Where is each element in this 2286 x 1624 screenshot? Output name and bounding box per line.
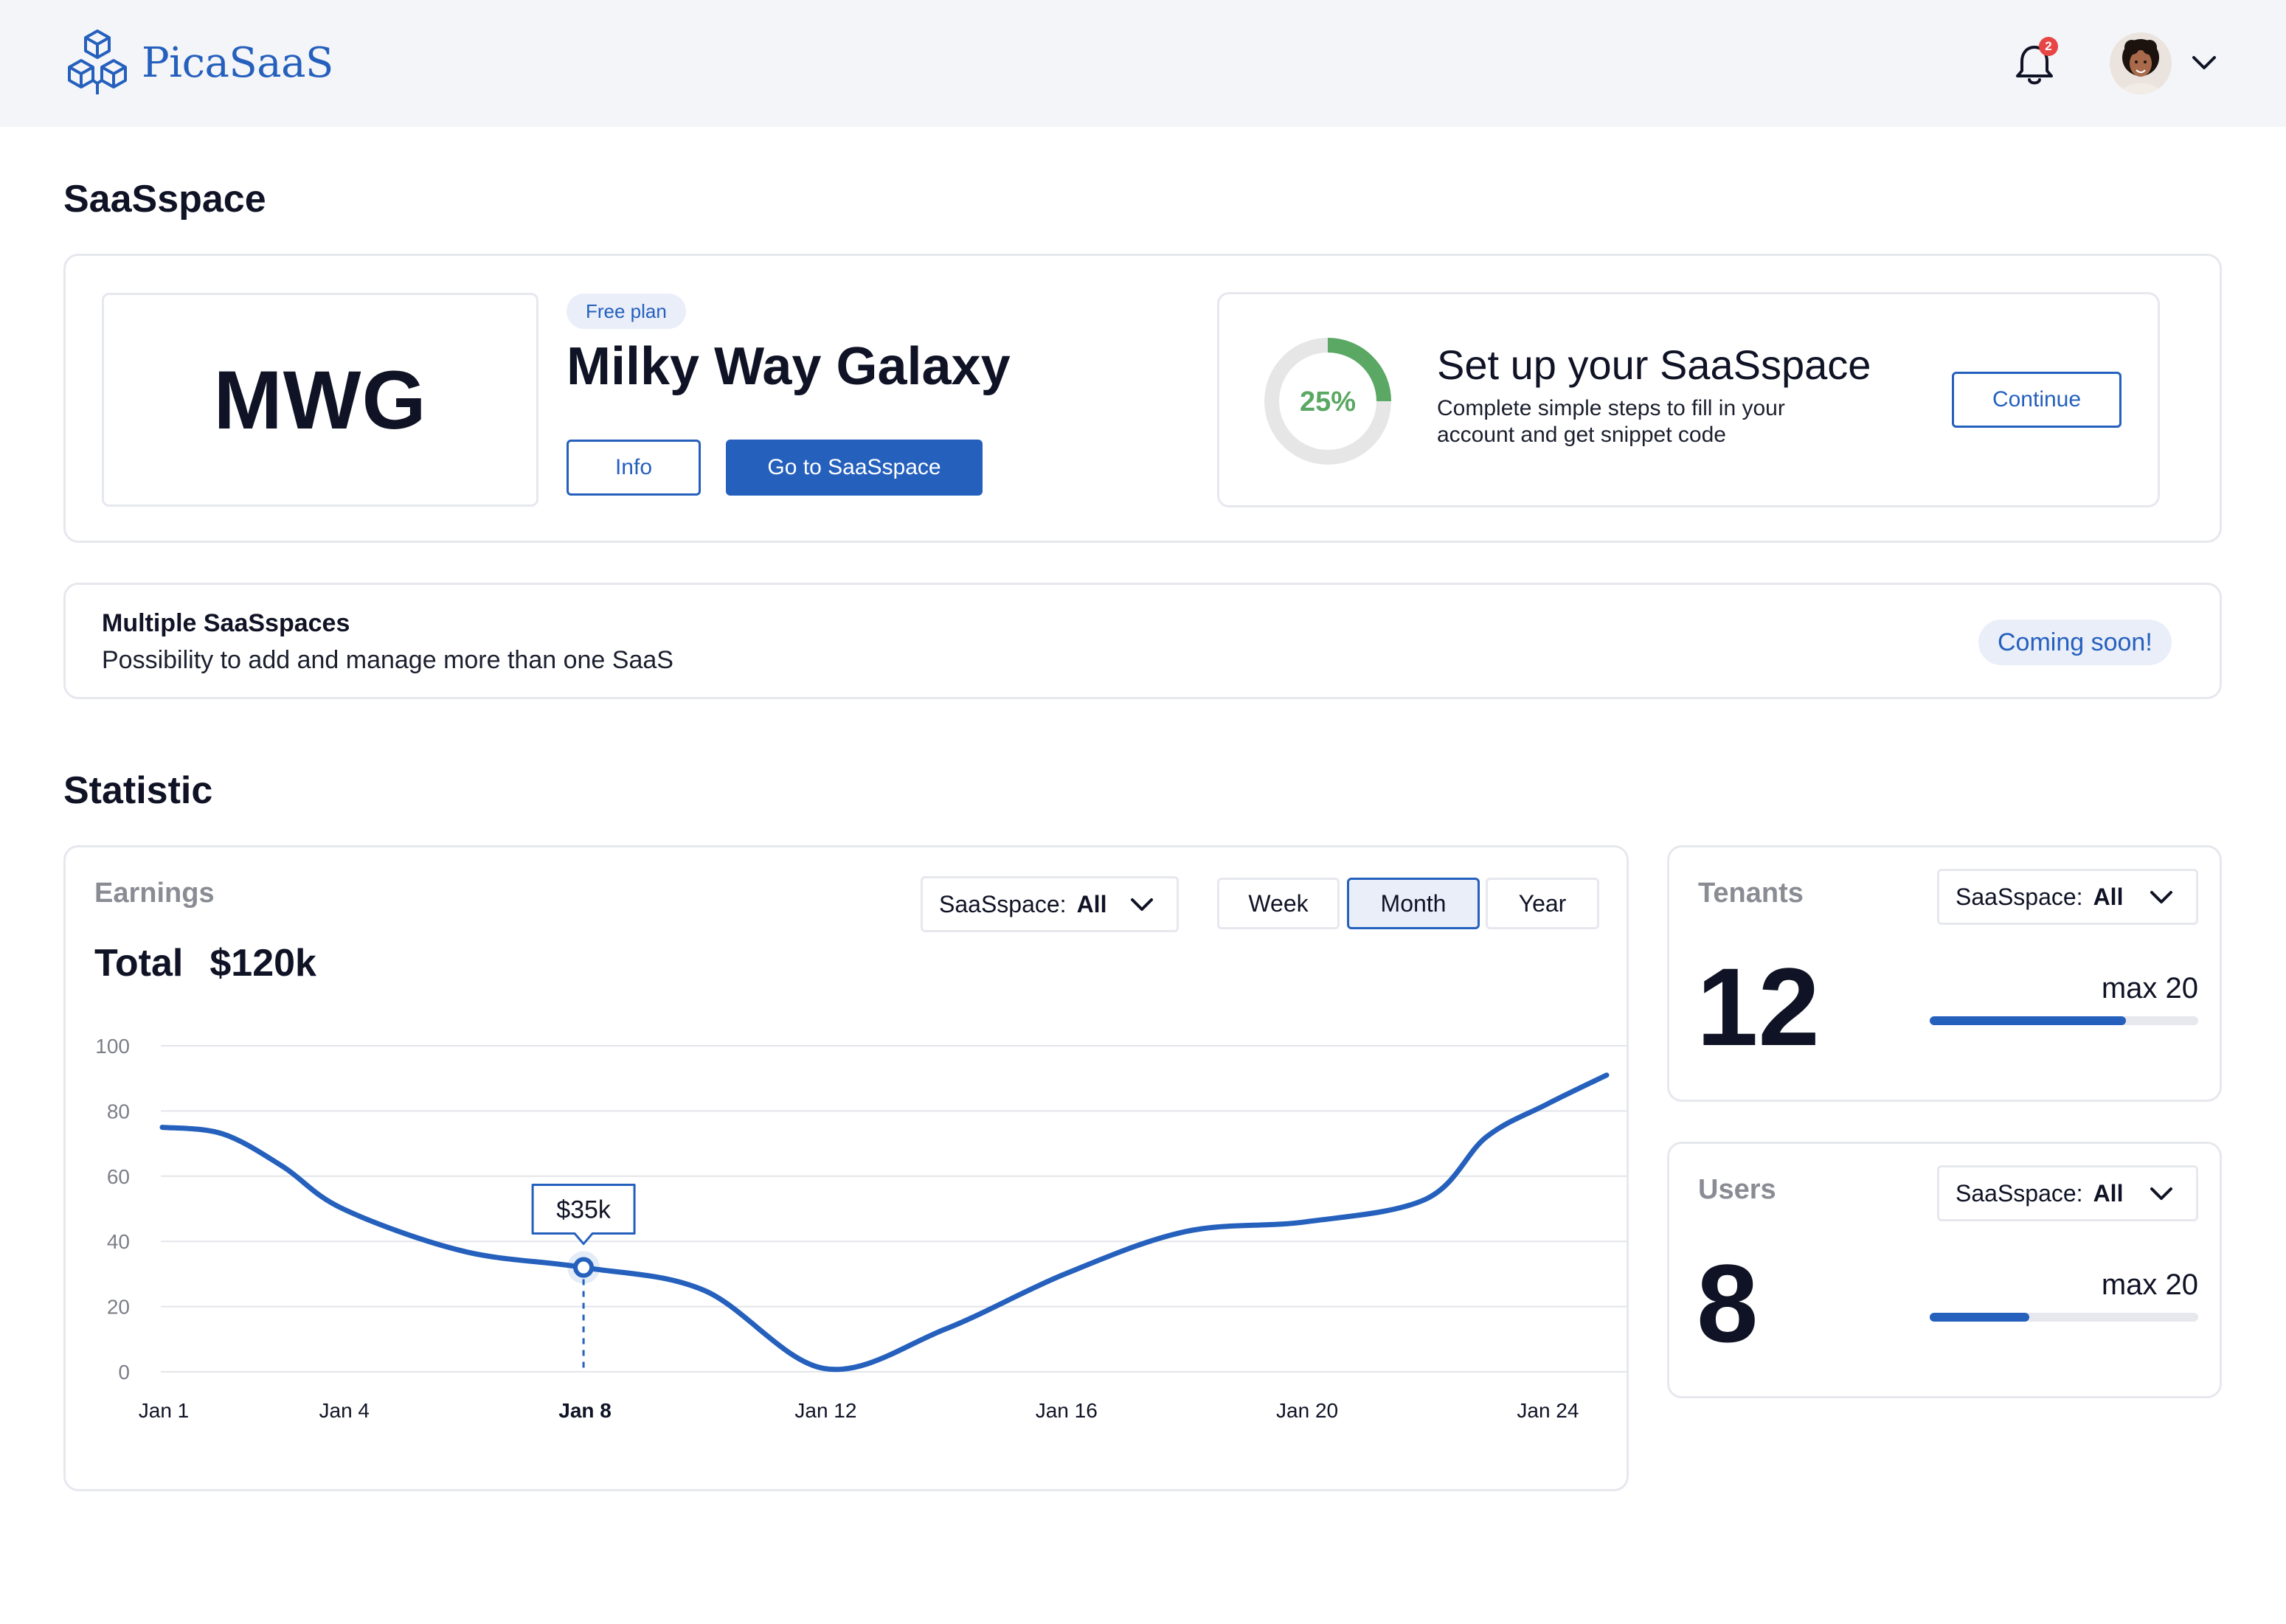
select-value: All	[1076, 890, 1107, 917]
cubes-logo-icon	[68, 30, 127, 94]
tenants-progress-fill	[1930, 1016, 2126, 1025]
logo[interactable]: PicaSaaS	[63, 28, 333, 97]
x-tick-label: Jan 24	[1517, 1399, 1579, 1422]
go-to-saasspace-button[interactable]: Go to SaaSspace	[726, 440, 983, 496]
tenants-max-label: max 20	[2101, 972, 2198, 1004]
y-tick-label: 40	[107, 1230, 130, 1253]
statistic-title: Statistic	[63, 769, 213, 812]
period-week-button[interactable]: Week	[1217, 878, 1340, 929]
x-tick-label: Jan 4	[319, 1399, 370, 1422]
x-tick-label: Jan 16	[1036, 1399, 1098, 1422]
users-count: 8	[1697, 1241, 1759, 1365]
avatar[interactable]	[2110, 32, 2172, 94]
tenants-progress-bar	[1930, 1016, 2198, 1025]
logo-text: PicaSaaS	[142, 38, 333, 87]
tenants-title: Tenants	[1698, 878, 1804, 909]
y-tick-label: 100	[95, 1035, 130, 1058]
total-label: Total	[94, 942, 184, 985]
tenants-saasspace-select[interactable]: SaaSspace: All	[1937, 869, 2198, 925]
tooltip-box	[531, 1184, 636, 1246]
chevron-down-icon	[1131, 898, 1153, 911]
setup-progress-ring: 25%	[1264, 338, 1391, 465]
setup-title: Set up your SaaSspace	[1437, 341, 1871, 388]
notification-count-badge: 2	[2039, 37, 2058, 56]
info-button[interactable]: Info	[567, 440, 701, 496]
x-tick-label: Jan 20	[1276, 1399, 1338, 1422]
setup-description: Complete simple steps to fill in your ac…	[1437, 396, 1785, 447]
earnings-saasspace-select[interactable]: SaaSspace: All	[921, 876, 1179, 932]
y-tick-label: 60	[107, 1165, 130, 1188]
users-title: Users	[1698, 1174, 1776, 1205]
page-title: SaaSspace	[63, 178, 266, 221]
saasspace-name: Milky Way Galaxy	[567, 337, 1011, 396]
plan-badge: Free plan	[567, 294, 686, 329]
top-navigation-bar: PicaSaaS 2	[0, 0, 2286, 127]
x-tick-label: Jan 12	[794, 1399, 856, 1422]
chevron-down-icon	[2150, 1187, 2172, 1200]
x-tick-label: Jan 1	[139, 1399, 190, 1422]
series-line	[159, 1072, 1610, 1373]
earnings-title: Earnings	[94, 878, 215, 909]
total-value: $120k	[209, 942, 316, 985]
y-tick-label: 80	[107, 1100, 130, 1122]
x-tick-label: Jan 8	[558, 1399, 612, 1422]
tenants-count: 12	[1697, 945, 1820, 1069]
users-max-label: max 20	[2101, 1269, 2198, 1301]
chevron-down-icon[interactable]	[2189, 52, 2219, 74]
multiple-saasspaces-title: Multiple SaaSspaces	[102, 609, 350, 637]
y-tick-label: 0	[118, 1361, 130, 1384]
avatar-image	[2110, 32, 2172, 94]
saasspace-logo-placeholder: MWG	[102, 293, 538, 507]
select-label: SaaSspace:	[939, 890, 1067, 917]
tooltip-label: $35k	[556, 1196, 612, 1224]
period-year-button[interactable]: Year	[1486, 878, 1599, 929]
users-saasspace-select[interactable]: SaaSspace: All	[1937, 1165, 2198, 1221]
data-point	[573, 1257, 595, 1278]
users-progress-fill	[1930, 1313, 2029, 1322]
select-label: SaaSspace:	[1956, 1179, 2083, 1207]
earnings-card	[63, 845, 1629, 1491]
select-label: SaaSspace:	[1956, 883, 2083, 910]
select-value: All	[2093, 883, 2124, 910]
select-value: All	[2093, 1179, 2124, 1207]
y-tick-label: 20	[107, 1296, 130, 1319]
period-month-button[interactable]: Month	[1347, 878, 1480, 929]
multiple-saasspaces-card	[63, 583, 2222, 699]
continue-button[interactable]: Continue	[1952, 372, 2122, 428]
coming-soon-badge: Coming soon!	[1978, 620, 2172, 665]
setup-progress-label: 25%	[1300, 386, 1356, 417]
chevron-down-icon	[2150, 891, 2172, 903]
multiple-saasspaces-description: Possibility to add and manage more than …	[102, 646, 673, 674]
earnings-total: Total $120k	[94, 941, 343, 985]
users-progress-bar	[1930, 1313, 2198, 1322]
